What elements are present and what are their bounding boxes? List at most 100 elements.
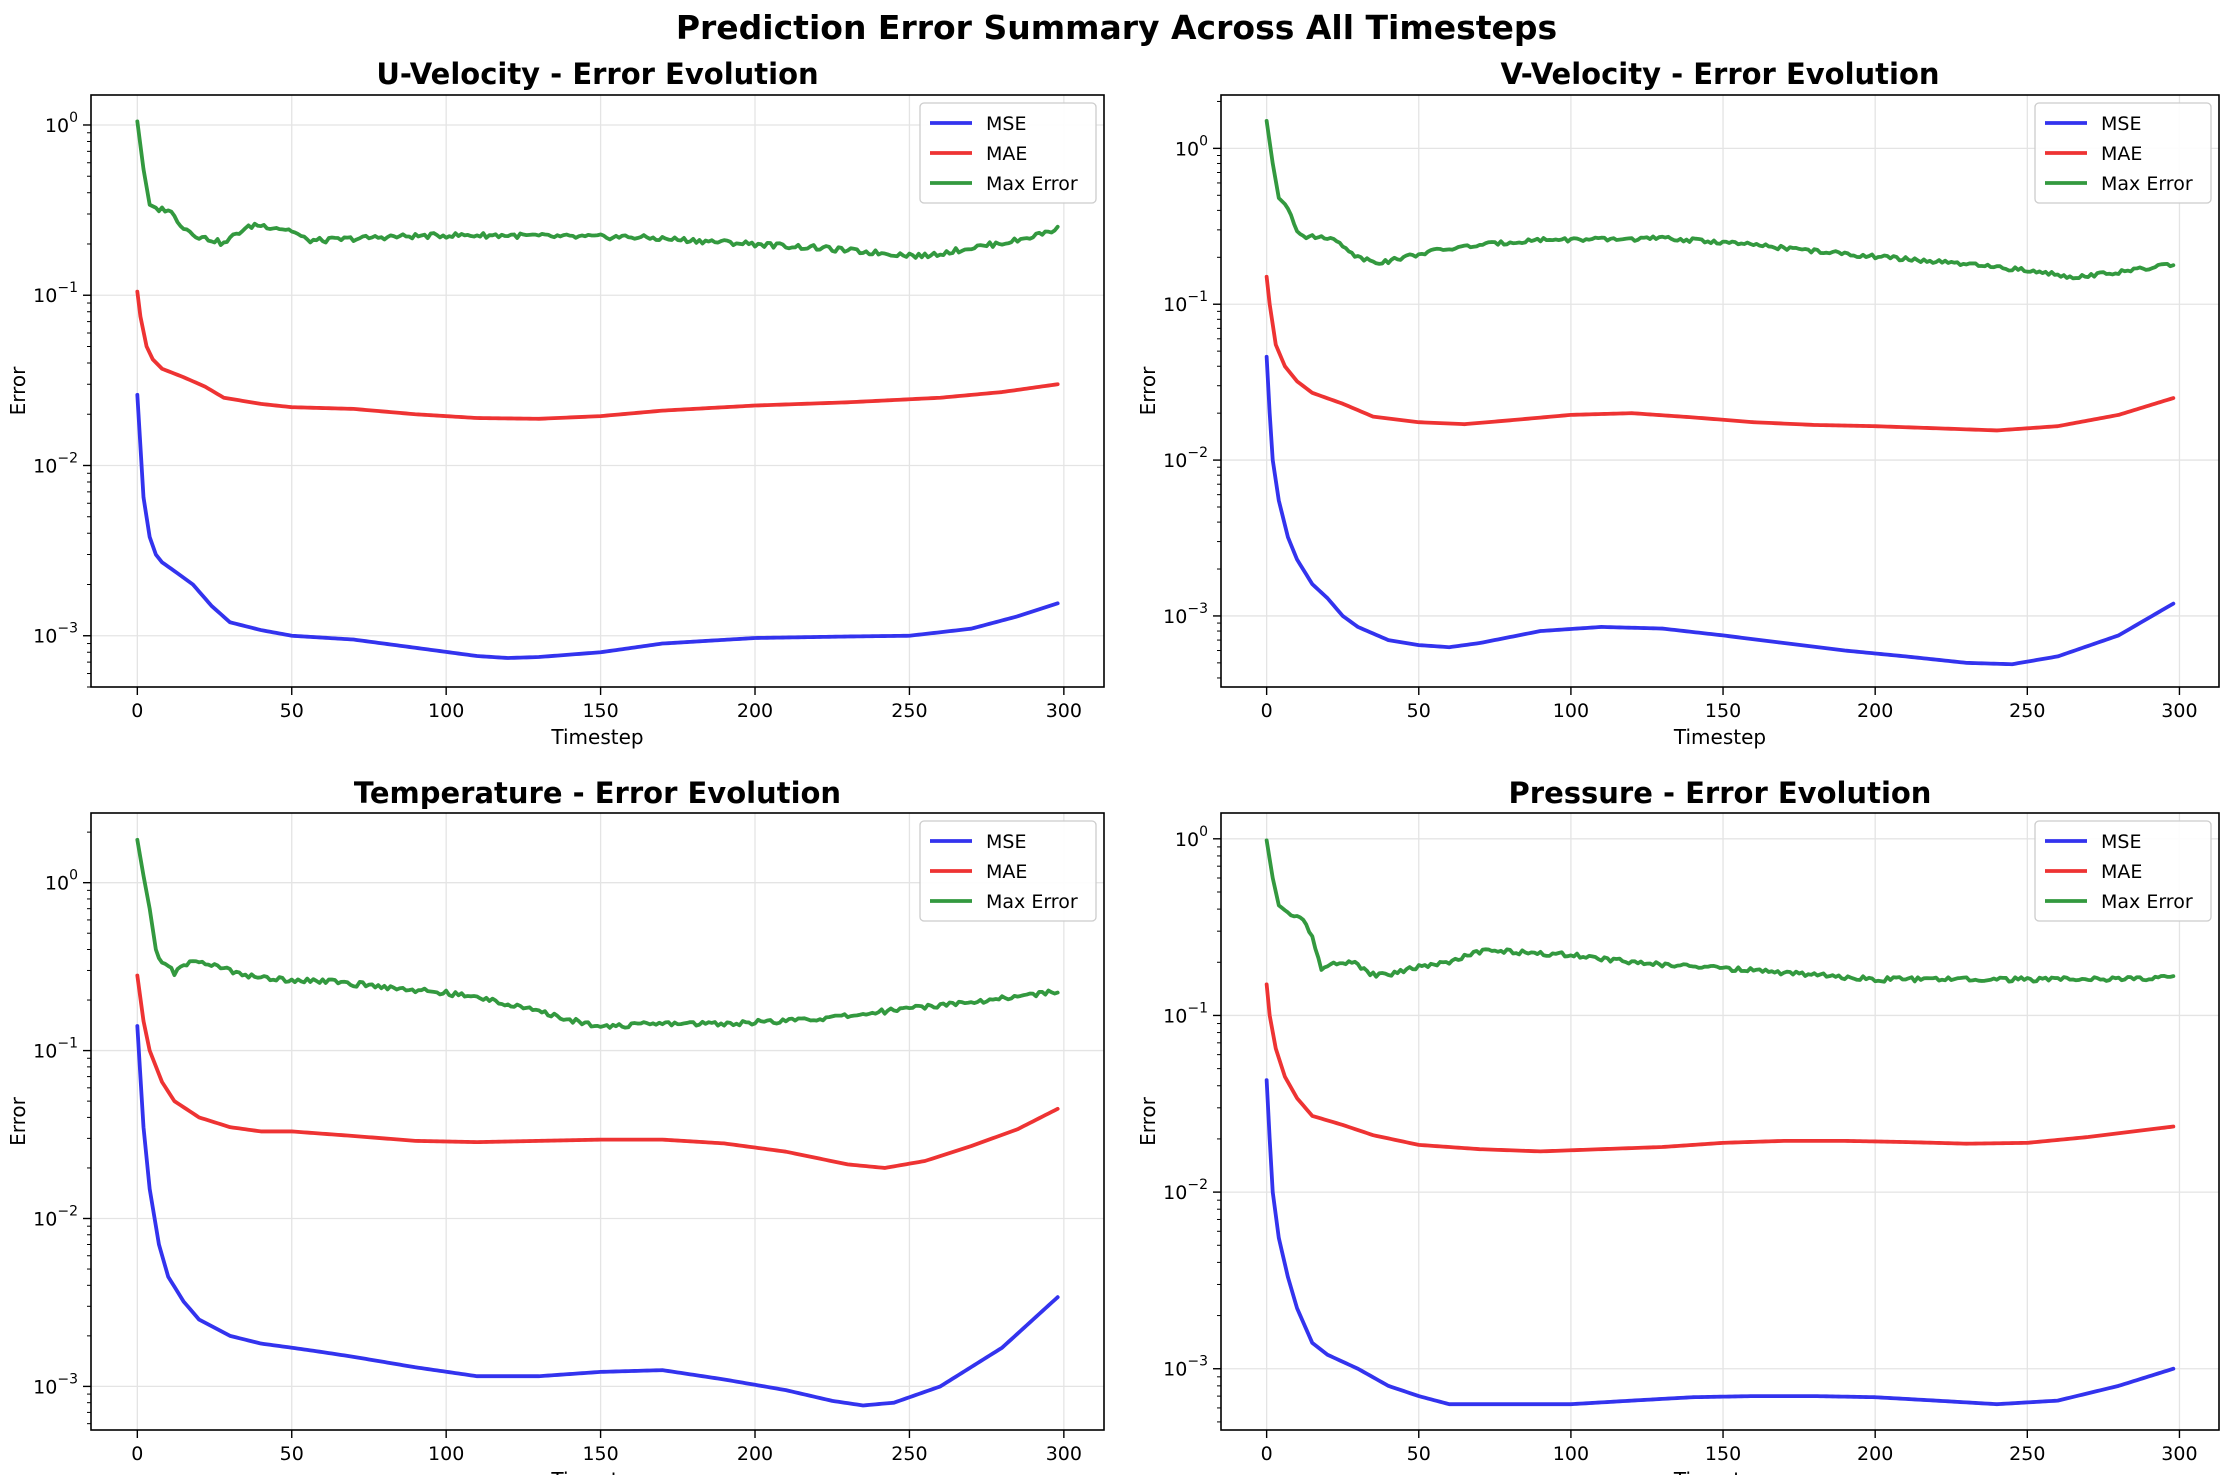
x-tick-label: 0: [131, 1443, 143, 1465]
y-tick-label: 10−2: [1163, 1177, 1208, 1204]
legend-box: [2034, 102, 2212, 204]
legend-label-max-error: Max Error: [2101, 891, 2193, 913]
y-tick-label: 10−3: [33, 621, 78, 648]
plot-frame: [90, 94, 1105, 688]
x-tick-label: 300: [2161, 1443, 2197, 1465]
legend-label-mae: MAE: [986, 861, 1027, 883]
legend-label-mae: MAE: [986, 143, 1027, 165]
series-line-mae: [135, 973, 1060, 1170]
chart-title: U-Velocity - Error Evolution: [376, 57, 818, 91]
series-line-mae: [1264, 274, 2176, 433]
x-tick-label: 200: [737, 1443, 773, 1465]
y-tick-exponent: −2: [57, 450, 78, 466]
y-axis-label: Error: [1136, 366, 1160, 416]
x-tick-label: 200: [1857, 1443, 1893, 1465]
y-tick-base: 10: [1175, 138, 1199, 160]
y-tick-label: 10−1: [1163, 1000, 1208, 1027]
x-tick-label: 0: [1261, 1443, 1273, 1465]
x-tick-label: 200: [1857, 700, 1893, 722]
series-line-max-error: [1264, 119, 2176, 281]
y-tick-label: 10−2: [1163, 445, 1208, 472]
x-tick-label: 250: [2009, 1443, 2045, 1465]
y-tick-exponent: −1: [1187, 1000, 1208, 1016]
y-tick-label: 100: [1175, 133, 1208, 160]
x-tick-label: 50: [280, 700, 304, 722]
y-tick-base: 10: [33, 626, 57, 648]
y-axis-label: Error: [1136, 1096, 1160, 1146]
y-tick-label: 10−1: [33, 280, 78, 307]
x-tick-label: 50: [1407, 1443, 1431, 1465]
x-tick-label: 100: [1553, 1443, 1589, 1465]
y-tick-exponent: 0: [69, 110, 78, 126]
x-tick-label: 0: [131, 700, 143, 722]
legend-label-mse: MSE: [2101, 831, 2141, 853]
chart-pressure: Pressure - Error Evolution 0 50 100 150 200 25…: [1136, 776, 2220, 1475]
series-line-max-error: [135, 837, 1060, 1030]
legend-label-max-error: Max Error: [986, 891, 1078, 913]
y-tick-base: 10: [1163, 606, 1187, 628]
x-tick-label: 50: [1407, 700, 1431, 722]
chart-title: Pressure - Error Evolution: [1509, 776, 1932, 810]
x-tick-label: 100: [428, 700, 464, 722]
legend-label-max-error: Max Error: [2101, 173, 2193, 195]
y-tick-exponent: −2: [1187, 445, 1208, 461]
y-tick-base: 10: [33, 1208, 57, 1230]
x-tick-label: 250: [891, 700, 927, 722]
legend-label-mse: MSE: [2101, 113, 2141, 135]
legend-box: [2034, 820, 2212, 922]
x-tick-label: 100: [1553, 700, 1589, 722]
y-tick-label: 100: [45, 868, 78, 895]
y-axis-label: Error: [6, 366, 30, 416]
x-tick-label: 250: [2009, 700, 2045, 722]
y-tick-exponent: −3: [57, 621, 78, 637]
y-tick-base: 10: [1163, 294, 1187, 316]
x-tick-label: 150: [1705, 700, 1741, 722]
y-tick-exponent: −2: [57, 1203, 78, 1219]
y-tick-exponent: −1: [57, 1036, 78, 1052]
y-axis-label: Error: [6, 1096, 30, 1146]
legend: MSE MAE Max Error: [2034, 820, 2212, 922]
y-tick-exponent: 0: [69, 868, 78, 884]
legend: MSE MAE Max Error: [2034, 102, 2212, 204]
y-tick-base: 10: [45, 115, 69, 137]
plot-frame: [1220, 94, 2220, 688]
plot-frame: [1220, 812, 2220, 1431]
figure-title: Prediction Error Summary Across All Time…: [675, 8, 1558, 47]
x-tick-label: 150: [1705, 1443, 1741, 1465]
y-tick-label: 10−3: [1163, 601, 1208, 628]
legend-label-max-error: Max Error: [986, 173, 1078, 195]
x-tick-label: 250: [891, 1443, 927, 1465]
y-tick-exponent: −3: [57, 1371, 78, 1387]
x-axis-label: Timestep: [1673, 725, 1766, 749]
y-tick-label: 100: [1175, 824, 1208, 851]
chart-title: Temperature - Error Evolution: [354, 776, 841, 810]
y-tick-base: 10: [33, 455, 57, 477]
legend: MSE MAE Max Error: [919, 820, 1097, 922]
y-tick-label: 100: [45, 110, 78, 137]
x-tick-label: 150: [582, 1443, 618, 1465]
legend-box: [919, 820, 1097, 922]
y-tick-base: 10: [33, 285, 57, 307]
y-tick-label: 10−1: [33, 1036, 78, 1063]
y-tick-base: 10: [45, 873, 69, 895]
x-tick-label: 150: [582, 700, 618, 722]
legend: MSE MAE Max Error: [919, 102, 1097, 204]
y-tick-base: 10: [33, 1376, 57, 1398]
x-axis-label: Timestep: [550, 1468, 643, 1475]
y-tick-exponent: −1: [57, 280, 78, 296]
y-tick-label: 10−2: [33, 450, 78, 477]
x-axis-label: Timestep: [550, 725, 643, 749]
y-tick-label: 10−2: [33, 1203, 78, 1230]
x-tick-label: 100: [428, 1443, 464, 1465]
y-tick-exponent: −3: [1187, 601, 1208, 617]
x-tick-label: 300: [1046, 1443, 1082, 1465]
x-tick-label: 200: [737, 700, 773, 722]
x-tick-label: 300: [1046, 700, 1082, 722]
y-tick-exponent: −3: [1187, 1354, 1208, 1370]
series-line-mse: [135, 392, 1060, 660]
chart-title: V-Velocity - Error Evolution: [1500, 57, 1939, 91]
y-tick-base: 10: [1163, 1182, 1187, 1204]
